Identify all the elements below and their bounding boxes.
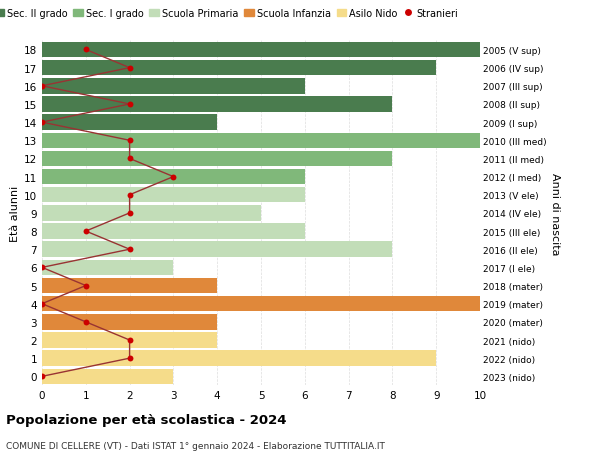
Bar — [42, 278, 217, 294]
Y-axis label: Anni di nascita: Anni di nascita — [550, 172, 560, 255]
Point — [125, 65, 134, 72]
Point — [125, 156, 134, 163]
Point — [125, 192, 134, 199]
Point — [169, 174, 178, 181]
Bar — [42, 151, 392, 167]
Bar — [42, 224, 305, 239]
Point — [37, 264, 47, 271]
Bar — [42, 79, 305, 94]
Bar — [42, 97, 392, 112]
Y-axis label: Età alunni: Età alunni — [10, 185, 20, 241]
Bar — [42, 61, 436, 76]
Bar — [42, 351, 436, 366]
Bar — [42, 333, 217, 348]
Bar — [42, 369, 173, 384]
Point — [81, 228, 91, 235]
Point — [81, 47, 91, 54]
Point — [125, 355, 134, 362]
Bar — [42, 188, 305, 203]
Point — [37, 83, 47, 90]
Bar — [42, 133, 480, 149]
Legend: Sec. II grado, Sec. I grado, Scuola Primaria, Scuola Infanzia, Asilo Nido, Stran: Sec. II grado, Sec. I grado, Scuola Prim… — [0, 5, 462, 22]
Bar — [42, 260, 173, 275]
Bar — [42, 43, 480, 58]
Bar — [42, 169, 305, 185]
Bar — [42, 206, 261, 221]
Point — [125, 246, 134, 253]
Bar — [42, 242, 392, 257]
Point — [37, 119, 47, 127]
Text: Popolazione per età scolastica - 2024: Popolazione per età scolastica - 2024 — [6, 413, 287, 426]
Point — [81, 282, 91, 290]
Point — [37, 373, 47, 380]
Point — [125, 101, 134, 108]
Point — [37, 300, 47, 308]
Point — [125, 336, 134, 344]
Point — [81, 319, 91, 326]
Bar — [42, 297, 480, 312]
Point — [125, 210, 134, 217]
Bar — [42, 314, 217, 330]
Bar — [42, 115, 217, 130]
Text: COMUNE DI CELLERE (VT) - Dati ISTAT 1° gennaio 2024 - Elaborazione TUTTITALIA.IT: COMUNE DI CELLERE (VT) - Dati ISTAT 1° g… — [6, 441, 385, 450]
Point — [125, 137, 134, 145]
